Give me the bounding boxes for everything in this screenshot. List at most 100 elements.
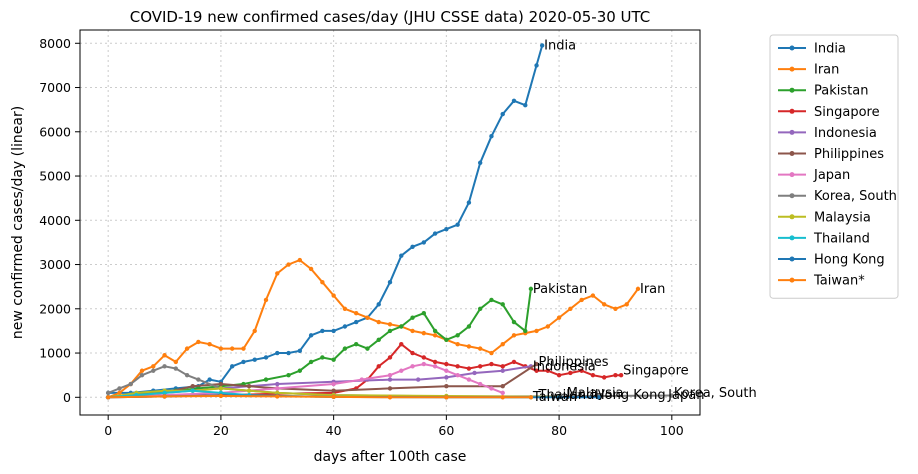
legend-entry: Hong Kong: [778, 253, 885, 268]
data-point: [387, 395, 393, 400]
y-tick-label: 1000: [39, 346, 71, 361]
data-point: [410, 328, 415, 334]
legend-entry: Thailand: [778, 231, 870, 246]
legend-marker: [789, 45, 795, 51]
end-label: Hong Kong: [595, 388, 666, 403]
data-point: [556, 395, 562, 400]
data-point: [320, 280, 325, 285]
legend-box: [769, 34, 899, 299]
data-point: [545, 324, 551, 329]
data-point: [331, 381, 336, 387]
data-point: [275, 271, 280, 276]
data-point: [365, 315, 370, 320]
data-point: [387, 328, 393, 334]
data-point: [342, 324, 348, 329]
data-point: [466, 377, 472, 382]
data-point: [500, 111, 505, 117]
data-point: [511, 319, 517, 325]
end-label: India: [544, 38, 576, 53]
data-point: [590, 293, 596, 298]
y-tick-label: 3000: [39, 257, 71, 272]
legend-marker: [789, 193, 795, 199]
data-point: [207, 341, 212, 347]
data-point: [331, 293, 336, 298]
data-point: [477, 346, 483, 351]
data-point: [342, 346, 348, 351]
data-point: [421, 355, 427, 360]
data-point: [229, 364, 235, 369]
data-point: [286, 262, 291, 267]
end-label: Malaysia: [567, 386, 624, 401]
data-point: [489, 386, 494, 391]
data-point: [477, 306, 483, 311]
data-point: [455, 333, 460, 338]
data-point: [534, 328, 539, 334]
data-point: [528, 395, 534, 400]
legend-label: Malaysia: [814, 210, 871, 225]
data-point: [275, 390, 280, 396]
ticks: 0 20 40 60 80 1000100020003000400050006000700…: [39, 36, 684, 438]
data-point: [432, 231, 438, 236]
data-point: [173, 359, 179, 365]
data-point: [275, 394, 280, 399]
data-point: [500, 302, 505, 307]
data-point: [596, 395, 601, 400]
data-point: [466, 366, 472, 371]
data-point: [432, 364, 438, 369]
data-point: [117, 390, 122, 396]
y-tick-label: 8000: [39, 36, 71, 51]
data-point: [523, 328, 528, 334]
data-point: [139, 372, 145, 378]
legend-marker: [789, 277, 795, 283]
data-point: [151, 368, 156, 373]
end-label: Japan: [667, 388, 704, 403]
data-point: [415, 377, 421, 382]
legend-label: Korea, South: [814, 189, 897, 204]
legend-marker: [789, 87, 795, 93]
legend-label: India: [814, 42, 846, 57]
data-point: [105, 390, 111, 396]
x-tick-label: 60: [438, 423, 454, 438]
data-point: [601, 375, 607, 380]
data-point: [162, 353, 167, 358]
data-point: [376, 337, 381, 342]
series-taiwan: [105, 393, 534, 400]
data-point: [455, 372, 460, 378]
data-point: [196, 339, 201, 345]
data-point: [263, 355, 269, 360]
data-point: [590, 372, 596, 378]
data-point: [410, 364, 415, 369]
data-point: [500, 364, 505, 369]
x-tick-label: 40: [326, 423, 342, 438]
data-point: [399, 341, 404, 347]
data-point: [613, 306, 618, 311]
data-point: [376, 319, 381, 325]
data-point: [534, 63, 539, 68]
data-point: [556, 315, 562, 320]
data-point: [500, 341, 505, 347]
data-point: [489, 350, 494, 356]
data-point: [359, 377, 365, 382]
legend-entry: Iran: [778, 63, 839, 78]
data-point: [635, 286, 641, 292]
data-point: [218, 393, 224, 399]
data-point: [500, 384, 505, 389]
data-point: [241, 346, 246, 351]
data-point: [229, 346, 235, 351]
data-point: [511, 98, 517, 104]
data-point: [444, 384, 449, 389]
data-point: [353, 319, 359, 325]
data-point: [534, 361, 539, 367]
y-tick-label: 6000: [39, 124, 71, 139]
data-point: [545, 368, 551, 373]
data-point: [579, 297, 584, 303]
legend-label: Indonesia: [814, 126, 877, 141]
data-point: [489, 361, 494, 367]
y-tick-label: 7000: [39, 80, 71, 95]
data-point: [320, 328, 325, 334]
data-point: [139, 368, 145, 373]
legend-entry: Taiwan*: [778, 274, 865, 289]
data-point: [624, 302, 629, 307]
data-point: [618, 372, 624, 378]
